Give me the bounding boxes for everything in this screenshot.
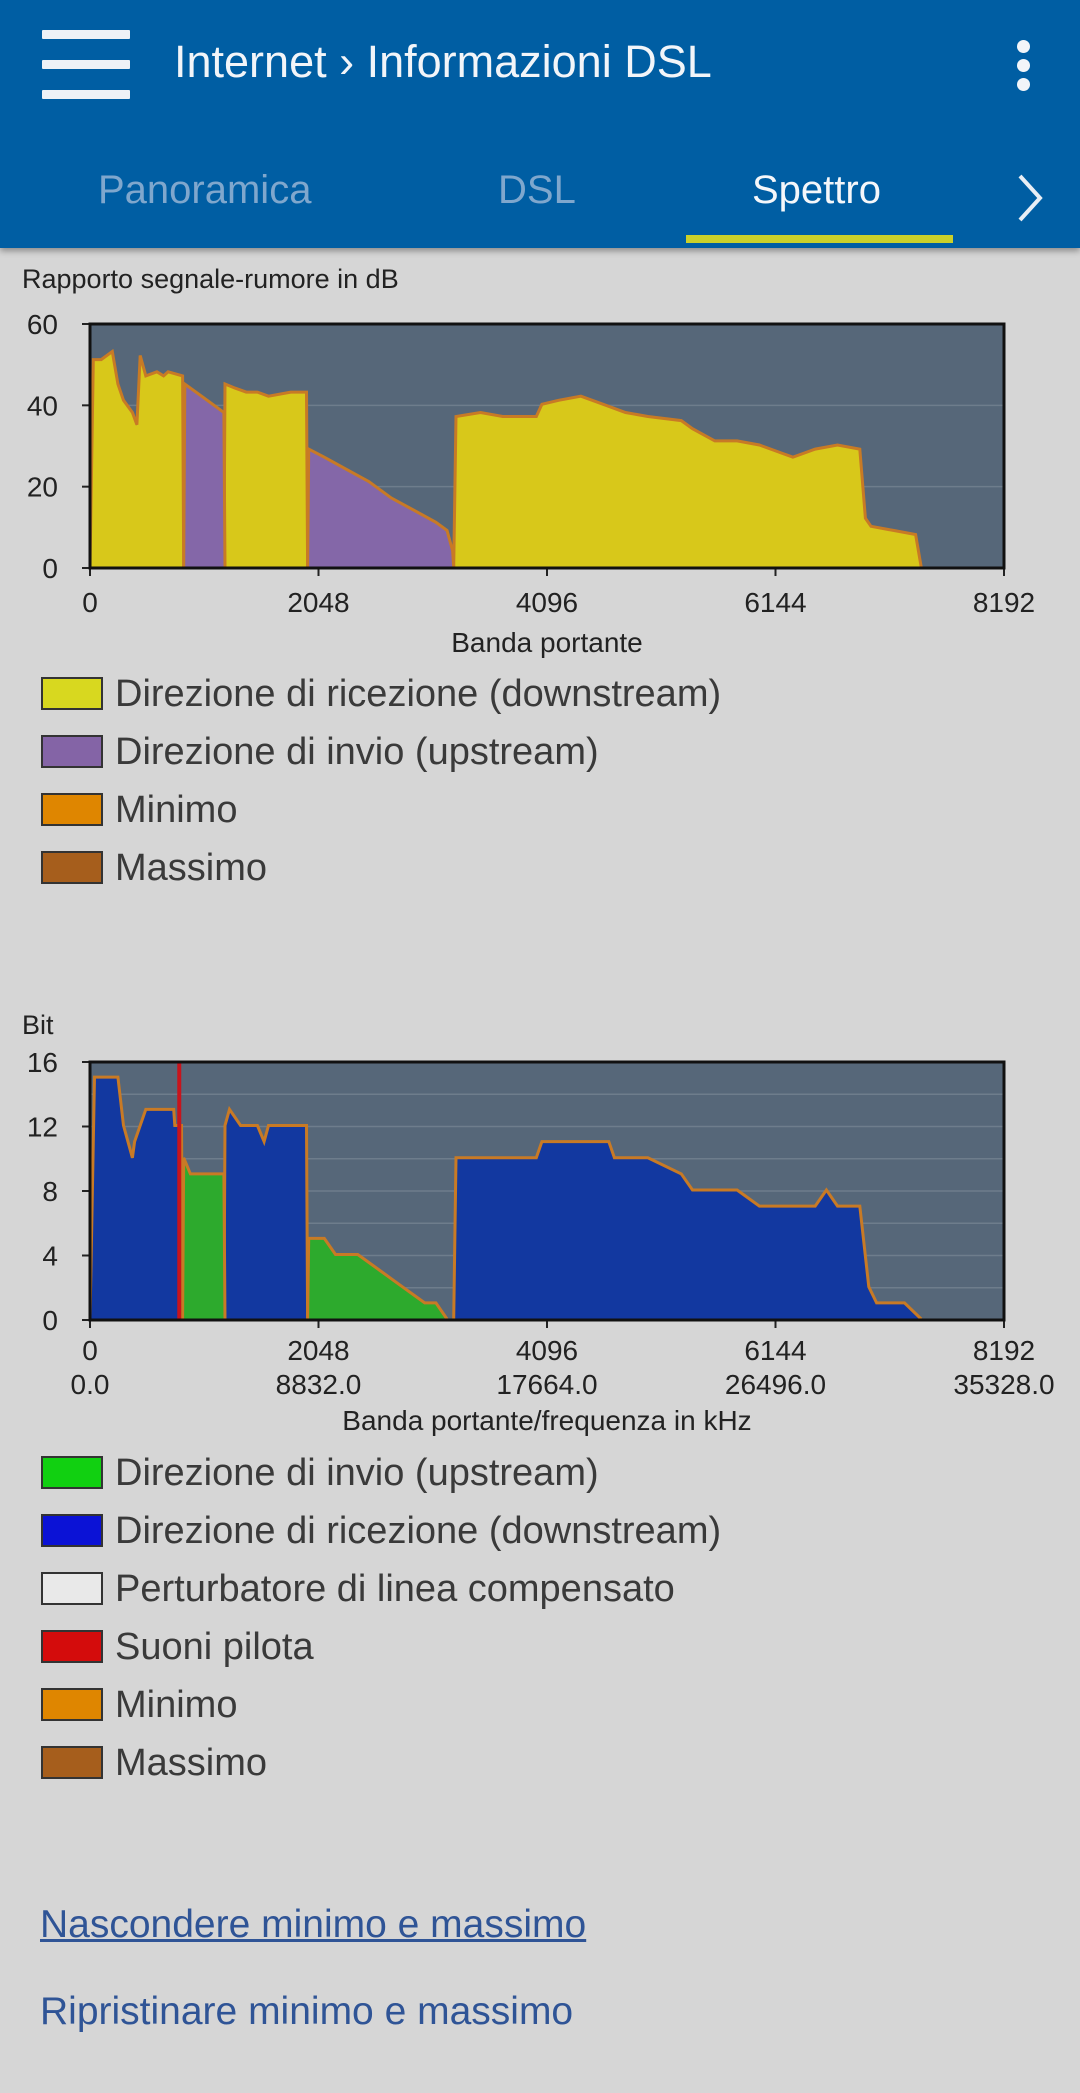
reset-minmax-link[interactable]: Ripristinare minimo e massimo (40, 1990, 574, 2033)
legend-swatch (41, 735, 103, 768)
app-bar: Internet › Informazioni DSL Panoramica D… (0, 0, 1080, 248)
hide-minmax-link[interactable]: Nascondere minimo e massimo (40, 1903, 587, 1946)
legend-item: Direzione di invio (upstream) (40, 725, 721, 779)
series-minmax-line (452, 1140, 923, 1321)
legend-item: Suoni pilota (40, 1620, 721, 1674)
legend-swatch (41, 851, 103, 884)
legend-label: Direzione di ricezione (downstream) (115, 1510, 722, 1552)
tab-dsl[interactable]: DSL (498, 168, 576, 212)
plot-frame (88, 1060, 1006, 1322)
legend-label: Massimo (115, 1742, 268, 1784)
x-tick-label: 4096 (516, 587, 578, 618)
x-secondary-tick-label: 17664.0 (496, 1369, 597, 1400)
legend-item: Direzione di invio (upstream) (40, 1446, 721, 1500)
legend-label: Direzione di invio (upstream) (115, 731, 599, 773)
series-minmax-line (306, 446, 456, 568)
series-area (223, 1110, 308, 1320)
legend-label: Direzione di invio (upstream) (115, 1452, 599, 1494)
legend-item: Direzione di ricezione (downstream) (40, 1504, 721, 1558)
legend-swatch (41, 1746, 103, 1779)
x-tick-label: 4096 (516, 1335, 578, 1366)
legend-swatch (41, 1456, 103, 1489)
x-secondary-tick-label: 0.0 (71, 1369, 110, 1400)
series-area (182, 1158, 225, 1320)
chevron-right-icon[interactable] (1010, 170, 1050, 226)
legend-item: Massimo (40, 841, 721, 895)
y-tick-label: 0 (42, 1305, 58, 1336)
snr-chart: Rapporto segnale-rumore in dB 0 20 40 60 0 204… (22, 264, 1035, 658)
x-axis-label: Banda portante (451, 627, 643, 658)
series-area (90, 1078, 183, 1320)
y-tick-label: 4 (42, 1241, 58, 1272)
legend-label: Direzione di ricezione (downstream) (115, 673, 722, 715)
legend-item: Massimo (40, 1736, 721, 1790)
series-area (223, 385, 308, 568)
x-tick-label: 2048 (287, 1335, 349, 1366)
y-tick-label: 20 (27, 472, 58, 503)
legend-label: Suoni pilota (115, 1626, 314, 1668)
y-tick-label: 0 (42, 553, 58, 584)
more-vertical-icon[interactable] (1012, 38, 1036, 92)
series-minmax-line (88, 348, 186, 568)
y-tick-label: 16 (27, 1047, 58, 1078)
series-minmax-line (222, 1105, 310, 1320)
legend-swatch (41, 793, 103, 826)
series-minmax-line (452, 394, 923, 568)
legend-swatch (41, 1514, 103, 1547)
series-minmax-line (222, 381, 310, 568)
bit-chart-legend: Direzione di invio (upstream) Direzione d… (40, 1446, 721, 1794)
tab-spettro[interactable]: Spettro (752, 168, 881, 212)
series-area (183, 385, 225, 568)
legend-label: Massimo (115, 847, 268, 889)
y-tick-label: 40 (27, 390, 58, 421)
x-tick-label: 0 (82, 587, 98, 618)
x-tick-label: 6144 (744, 587, 806, 618)
x-secondary-tick-label: 8832.0 (276, 1369, 362, 1400)
legend-item: Minimo (40, 1678, 721, 1732)
legend-swatch (41, 1688, 103, 1721)
series-area (90, 352, 184, 568)
plot-frame (88, 322, 1006, 570)
tab-panoramica[interactable]: Panoramica (98, 168, 312, 212)
active-tab-indicator (686, 235, 953, 243)
chart-title: Bit (22, 1010, 54, 1040)
legend-item: Minimo (40, 783, 721, 837)
bit-chart: Bit048121600.020488832.0409617664.061442… (22, 1010, 1055, 1436)
x-tick-label: 2048 (287, 587, 349, 618)
page-title: Internet › Informazioni DSL (174, 36, 712, 87)
x-secondary-tick-label: 35328.0 (953, 1369, 1054, 1400)
legend-swatch (41, 1572, 103, 1605)
x-tick-label: 0 (82, 1335, 98, 1366)
x-secondary-tick-label: 26496.0 (725, 1369, 826, 1400)
y-tick-label: 60 (27, 309, 58, 340)
y-tick-label: 8 (42, 1176, 58, 1207)
series-area (453, 397, 922, 568)
legend-swatch (41, 677, 103, 710)
snr-chart-legend: Direzione di ricezione (downstream) Direz… (40, 667, 721, 899)
legend-item: Direzione di ricezione (downstream) (40, 667, 721, 721)
legend-swatch (41, 1630, 103, 1663)
legend-label: Minimo (115, 1684, 238, 1726)
chart-title: Rapporto segnale-rumore in dB (22, 264, 399, 294)
series-area (453, 1142, 922, 1320)
series-minmax-line (306, 1236, 449, 1320)
x-tick-label: 6144 (744, 1335, 806, 1366)
hamburger-menu-icon[interactable] (42, 30, 132, 100)
series-area (307, 1239, 447, 1320)
legend-label: Perturbatore di linea compensato (115, 1568, 675, 1610)
series-minmax-line (181, 1157, 227, 1320)
series-minmax-line (182, 381, 227, 568)
legend-item: Perturbatore di linea compensato (40, 1562, 721, 1616)
x-tick-label: 8192 (973, 1335, 1035, 1366)
x-tick-label: 8192 (973, 587, 1035, 618)
legend-label: Minimo (115, 789, 238, 831)
series-minmax-line (88, 1075, 185, 1320)
x-axis-label: Banda portante/frequenza in kHz (342, 1405, 751, 1436)
y-tick-label: 12 (27, 1112, 58, 1143)
series-area (307, 450, 454, 568)
